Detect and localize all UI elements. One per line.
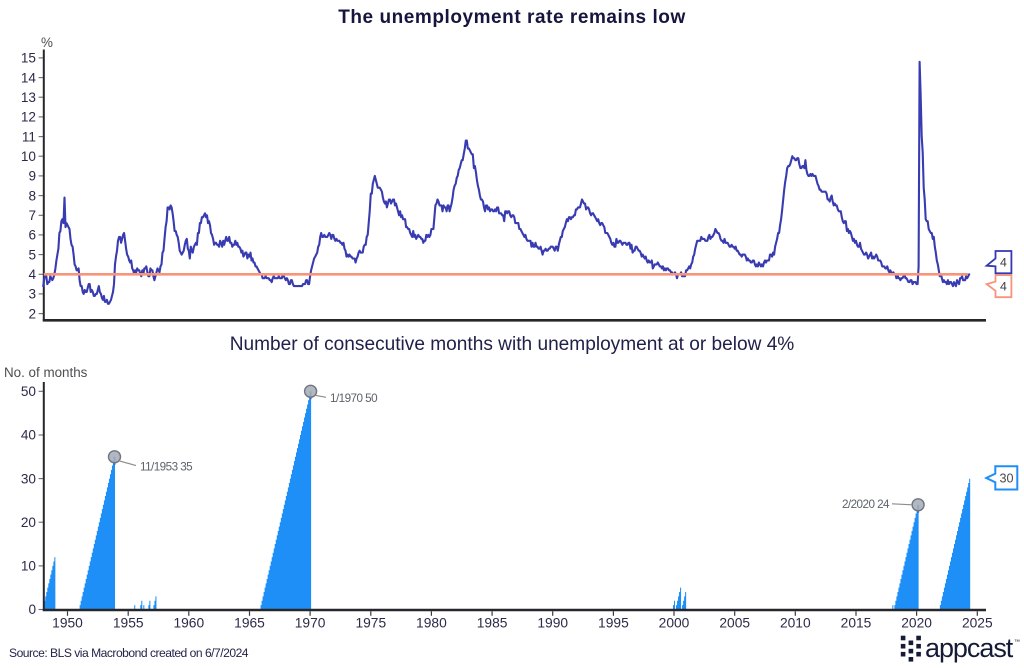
svg-text:6: 6 xyxy=(28,228,36,243)
svg-text:13: 13 xyxy=(21,90,36,105)
svg-text:7: 7 xyxy=(28,208,36,223)
svg-text:4: 4 xyxy=(1000,256,1007,270)
svg-text:2005: 2005 xyxy=(719,615,750,630)
svg-text:14: 14 xyxy=(21,70,37,85)
svg-text:0: 0 xyxy=(28,602,36,617)
svg-text:1960: 1960 xyxy=(173,615,204,630)
svg-text:3: 3 xyxy=(28,287,36,302)
svg-text:11: 11 xyxy=(22,129,36,144)
svg-text:Source: BLS via Macrobond crea: Source: BLS via Macrobond created on 6/7… xyxy=(9,646,249,660)
svg-text:20: 20 xyxy=(21,515,37,530)
svg-text:50: 50 xyxy=(21,384,37,399)
svg-text:1995: 1995 xyxy=(598,615,629,630)
svg-text:1980: 1980 xyxy=(416,615,447,630)
svg-text:2: 2 xyxy=(28,306,36,321)
svg-text:1950: 1950 xyxy=(52,615,83,630)
svg-text:2020: 2020 xyxy=(901,615,932,630)
svg-text:40: 40 xyxy=(21,428,37,443)
svg-text:1955: 1955 xyxy=(113,615,144,630)
svg-text:1970: 1970 xyxy=(295,615,326,630)
svg-text:10: 10 xyxy=(21,149,37,164)
svg-text:8: 8 xyxy=(28,188,36,203)
svg-text:%: % xyxy=(41,35,53,50)
svg-text:5: 5 xyxy=(28,247,36,262)
svg-text:2010: 2010 xyxy=(780,615,811,630)
svg-text:9: 9 xyxy=(28,169,36,184)
svg-text:2/2020 24: 2/2020 24 xyxy=(842,498,890,511)
svg-text:2000: 2000 xyxy=(659,615,690,630)
svg-text:12: 12 xyxy=(21,110,36,125)
svg-text:Number of consecutive months w: Number of consecutive months with unempl… xyxy=(230,334,795,355)
svg-text:The unemployment rate remains: The unemployment rate remains low xyxy=(338,7,686,28)
svg-text:No. of months: No. of months xyxy=(4,365,88,380)
svg-text:1/1970 50: 1/1970 50 xyxy=(330,392,378,405)
svg-text:™: ™ xyxy=(1014,639,1020,646)
svg-text:4: 4 xyxy=(1000,279,1007,293)
svg-text:1975: 1975 xyxy=(355,615,386,630)
svg-text:4: 4 xyxy=(28,267,36,282)
svg-text:2015: 2015 xyxy=(841,615,872,630)
svg-text:1965: 1965 xyxy=(234,615,265,630)
svg-text:30: 30 xyxy=(999,472,1013,486)
svg-text:11/1953 35: 11/1953 35 xyxy=(140,460,193,473)
svg-text:10: 10 xyxy=(21,559,37,574)
svg-text:1990: 1990 xyxy=(537,615,568,630)
svg-text:15: 15 xyxy=(21,51,36,66)
svg-text:2025: 2025 xyxy=(962,615,993,630)
svg-text:1985: 1985 xyxy=(477,615,508,630)
svg-text:30: 30 xyxy=(21,471,37,486)
svg-text:appcast: appcast xyxy=(925,633,1014,663)
